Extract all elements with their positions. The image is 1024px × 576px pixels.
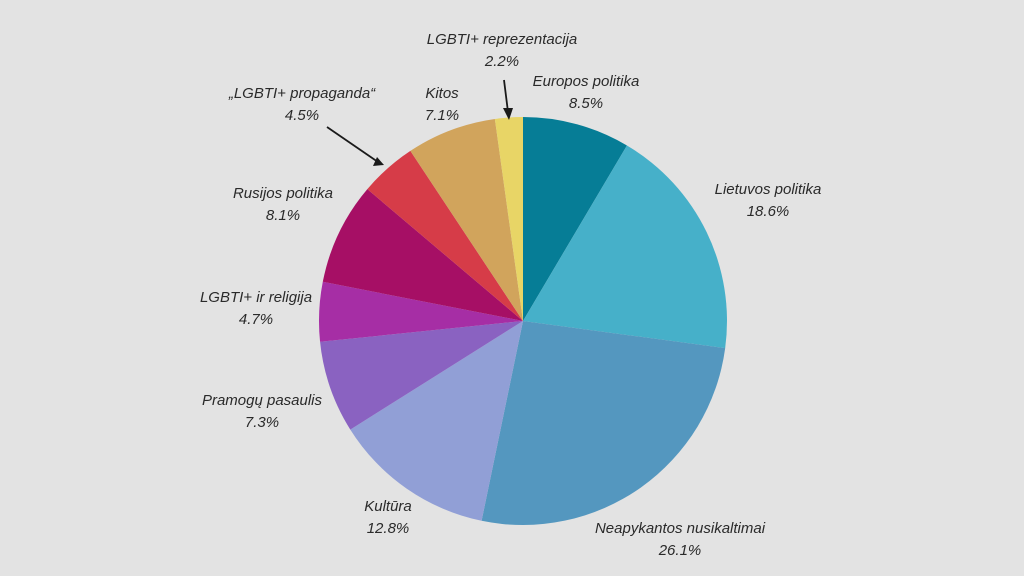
arrow-lgbti-reprezentacija — [503, 79, 509, 113]
slice-value-pramogu-pasaulis: 7.3% — [245, 414, 279, 431]
slice-value-lgbti-ir-religija: 4.7% — [239, 311, 273, 328]
slice-value-neapykantos-nusikaltimai: 26.1% — [658, 542, 702, 559]
slice-value-lietuvos-politika: 18.6% — [747, 203, 790, 220]
slice-label-neapykantos-nusikaltimai: Neapykantos nusikaltimai — [595, 520, 766, 537]
pie-slice-lgbti-reprezentacija — [494, 117, 523, 321]
pie-slice-lietuvos-politika — [523, 145, 727, 349]
slice-label-pramogu-pasaulis: Pramogų pasaulis — [202, 392, 323, 409]
pie-slice-lgbti-ir-religija — [318, 281, 523, 342]
slice-label-lgbti-reprezentacija: LGBTI+ reprezentacija — [427, 31, 578, 48]
slice-label-kultura: Kultūra — [364, 498, 412, 515]
slice-label-kitos: Kitos — [425, 85, 459, 102]
pie-slice-europos-politika — [523, 117, 627, 321]
pie-slice-kultura — [350, 321, 523, 521]
slice-labels: Europos politika 8.5% Lietuvos politika 18.… — [200, 31, 821, 559]
pie-slice-kitos — [410, 118, 523, 321]
slice-label-lgbti-ir-religija: LGBTI+ ir religija — [200, 289, 312, 306]
slice-value-kitos: 7.1% — [425, 107, 459, 124]
slice-label-europos-politika: Europos politika — [533, 73, 640, 90]
pie-slice-neapykantos-nusikaltimai — [481, 321, 726, 525]
slice-label-rusijos-politika: Rusijos politika — [233, 185, 333, 202]
pie-slices — [318, 117, 727, 525]
slice-value-kultura: 12.8% — [367, 520, 410, 537]
arrowhead-lgbti-propaganda — [373, 157, 384, 166]
pie-slice-pramogu-pasaulis — [320, 321, 523, 430]
slice-value-lgbti-reprezentacija: 2.2% — [484, 53, 519, 70]
arrowhead-lgbti-reprezentacija — [503, 108, 513, 120]
slice-label-lgbti-propaganda: „LGBTI+ propaganda“ — [228, 85, 376, 102]
label-arrows — [326, 79, 513, 166]
slice-value-rusijos-politika: 8.1% — [266, 207, 300, 224]
slice-label-lietuvos-politika: Lietuvos politika — [715, 181, 822, 198]
slice-value-europos-politika: 8.5% — [569, 95, 603, 112]
pie-slice-lgbti-propaganda — [367, 150, 523, 321]
arrow-lgbti-propaganda — [326, 126, 379, 163]
pie-slice-rusijos-politika — [322, 189, 523, 321]
slice-value-lgbti-propaganda: 4.5% — [285, 107, 319, 124]
